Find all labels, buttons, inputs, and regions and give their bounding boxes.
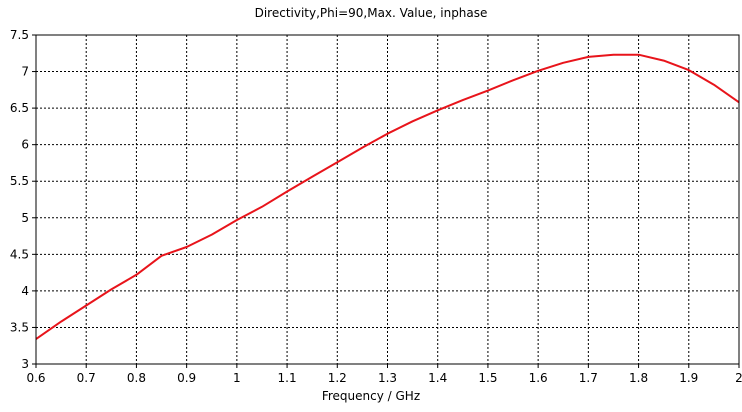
y-tick-label: 5.5 — [10, 174, 29, 188]
tick-layer: 0.6 0.7 0.8 0.9 1 1.1 1.2 1.3 1.4 1.5 1.6 1.7 1.8 1.9… — [10, 28, 742, 385]
x-tick-label: 0.6 — [26, 371, 45, 385]
y-tick-label: 5 — [21, 211, 29, 225]
series-layer — [35, 53, 740, 340]
y-tick-label: 6.5 — [10, 101, 29, 115]
x-tick-label: 1.2 — [328, 371, 347, 385]
y-tick-label: 3.5 — [10, 320, 29, 334]
x-tick-label: 1.8 — [629, 371, 648, 385]
y-tick-label: 7 — [21, 65, 29, 79]
chart-title: Directivity,Phi=90,Max. Value, inphase — [254, 6, 488, 20]
x-tick-label: 1.7 — [579, 371, 598, 385]
x-tick-label: 1 — [233, 371, 241, 385]
x-tick-label: 2 — [735, 371, 742, 385]
x-tick-label: 0.8 — [127, 371, 146, 385]
y-tick-label: 4 — [21, 284, 29, 298]
x-tick-label: 1.1 — [278, 371, 297, 385]
x-tick-label: 0.9 — [177, 371, 196, 385]
x-tick-label: 1.3 — [378, 371, 397, 385]
x-axis-label: Frequency / GHz — [321, 389, 421, 403]
y-tick-label: 4.5 — [10, 247, 29, 261]
grid-layer — [36, 35, 739, 364]
x-tick-label: 1.4 — [428, 371, 447, 385]
x-tick-label: 1.5 — [478, 371, 497, 385]
x-tick-label: 0.7 — [77, 371, 96, 385]
y-tick-label: 6 — [21, 138, 29, 152]
series-line — [35, 53, 740, 340]
y-tick-label: 7.5 — [10, 28, 29, 42]
x-tick-label: 1.9 — [679, 371, 698, 385]
y-tick-label: 3 — [21, 357, 29, 371]
x-tick-label: 1.6 — [529, 371, 548, 385]
